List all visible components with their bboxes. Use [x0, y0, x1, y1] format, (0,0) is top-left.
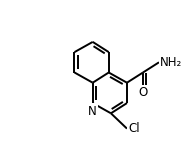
Text: O: O: [138, 86, 148, 99]
Text: Cl: Cl: [128, 122, 140, 135]
Text: N: N: [88, 105, 97, 118]
Text: NH₂: NH₂: [160, 56, 182, 69]
